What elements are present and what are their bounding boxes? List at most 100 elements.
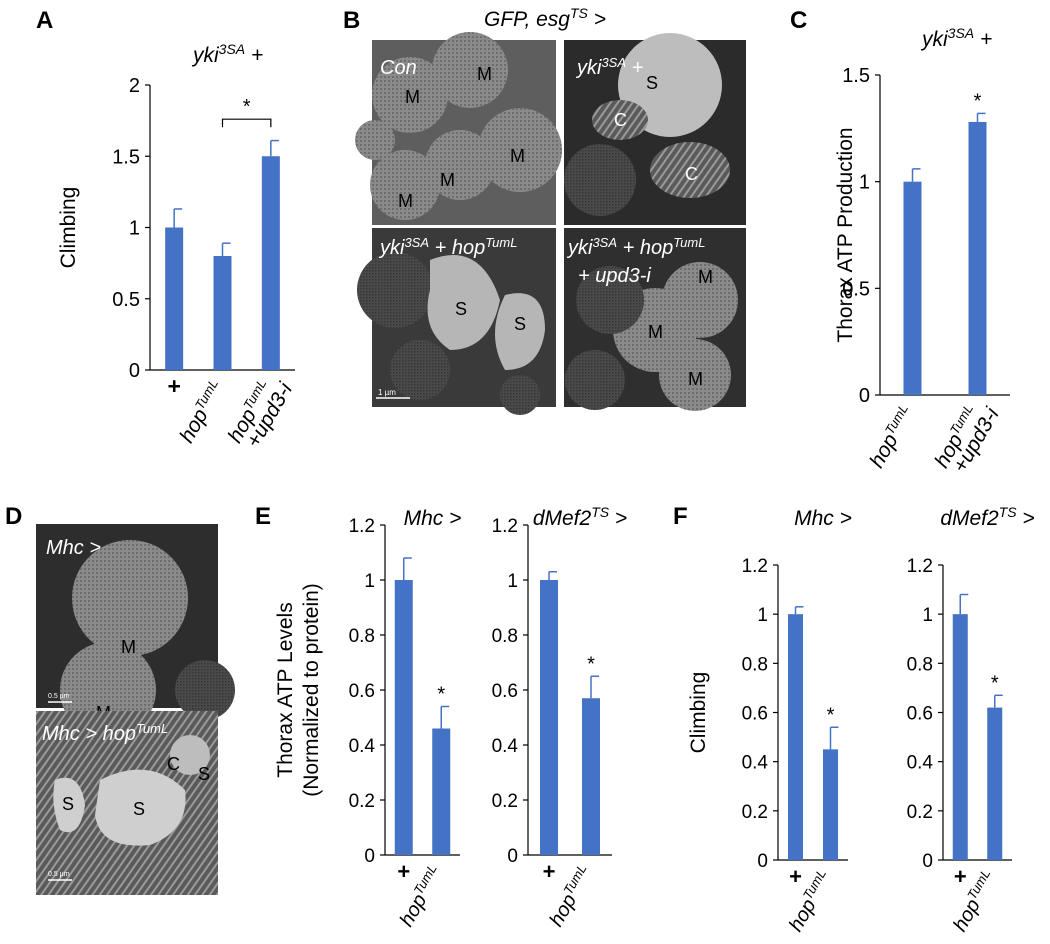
y-tick-label: 1 [364,571,375,592]
panel-a-header: yki3SA + [191,41,263,67]
y-tick-label: 0.5 [842,278,870,300]
bar [213,256,232,370]
significance-star: * [974,90,982,112]
x-tick-label: hopTumL [864,401,919,472]
bar [165,227,184,370]
x-tick-label: + [397,859,410,884]
y-tick-label: 1.2 [907,556,933,577]
svg-text:M: M [398,191,413,211]
x-tick-label: + [167,373,180,399]
y-axis-label: Thorax ATP Levels [274,602,297,777]
svg-text:M: M [440,170,455,190]
svg-text:M: M [121,637,136,657]
em-label-mhc: Mhc > [46,537,101,559]
panel-letter-d: D [5,503,22,530]
y-tick-label: 0 [507,846,518,867]
y-tick-label: 0.6 [742,704,768,725]
svg-text:S: S [62,794,74,814]
em-label-yki3sa-hoptuml-upd3i-line2: + upd3-i [578,265,651,287]
y-tick-label: 0.4 [349,736,376,757]
x-tick-label: hopTumL [174,376,229,447]
bar [952,614,968,860]
em-label-con: Con [380,57,417,79]
svg-text:S: S [646,73,658,93]
em-image-mhc: Mhc > M M 0.5 µm [36,524,235,738]
y-axis-label: (Normalized to protein) [300,583,323,797]
y-tick-label: 1 [922,605,933,626]
bar [261,156,280,370]
y-tick-label: 0 [129,360,140,382]
y-tick-label: 0.2 [742,802,768,823]
svg-text:S: S [133,799,145,819]
em-image-con: Con M M M M M [355,32,562,225]
panel-c-header: yki3SA + [920,25,992,51]
panel-letter-a: A [36,7,53,34]
y-tick-label: 0.8 [742,654,768,675]
scalebar-label: 0.5 µm [48,693,70,700]
y-tick-label: 0 [922,851,933,872]
svg-text:C: C [167,754,180,774]
svg-text:M: M [648,322,663,342]
chart-title: dMef2TS > [533,504,627,530]
bar [968,121,987,395]
y-tick-label: 0.8 [349,626,375,647]
y-tick-label: 1.5 [112,146,140,168]
y-tick-label: 0 [364,846,375,867]
y-tick-label: 0.6 [492,681,518,702]
y-tick-label: 1.5 [842,65,870,87]
y-tick-label: 0.5 [112,289,140,311]
chart-title: dMef2TS > [940,504,1034,530]
y-tick-label: 1 [859,172,870,194]
bar [540,580,558,855]
significance-star: * [437,684,445,706]
svg-text:S: S [198,764,210,784]
y-tick-label: 0 [757,851,768,872]
svg-text:S: S [455,299,467,319]
y-tick-label: 1.2 [492,516,518,537]
y-tick-label: 1.2 [742,556,768,577]
bar [903,181,922,395]
y-tick-label: 0.6 [349,681,375,702]
svg-text:M: M [698,267,713,287]
bar [987,707,1003,860]
scalebar-label: 0.5 µm [48,871,70,878]
svg-text:C: C [685,164,698,184]
panel-letter-c: C [790,7,807,34]
y-axis-label: Climbing [57,187,80,269]
y-tick-label: 0.2 [349,791,375,812]
panel-letter-e: E [255,503,271,530]
x-tick-label: + [543,859,556,884]
svg-text:C: C [614,110,627,130]
bar [582,698,600,855]
y-tick-label: 1 [507,571,518,592]
significance-bracket [221,118,272,128]
em-image-yki3sa-hoptuml: yki3SA + hopTumL S S 1 µm [357,228,556,415]
svg-text:M: M [510,146,525,166]
y-axis-label: Climbing [687,672,710,754]
x-tick-label: + [789,864,802,889]
panel-letter-b: B [343,7,360,34]
y-tick-label: 0.4 [907,753,934,774]
y-tick-label: 0.8 [492,626,518,647]
y-tick-label: 0.2 [907,802,933,823]
significance-star: * [243,96,251,118]
panel-letter-f: F [673,503,688,530]
svg-text:M: M [688,369,703,389]
y-tick-label: 0.4 [742,753,769,774]
y-tick-label: 0.4 [492,736,519,757]
svg-text:S: S [514,314,526,334]
y-axis-label: Thorax ATP Production [834,127,857,342]
panel-b-header: GFP, esgTS > [484,5,606,31]
y-tick-label: 0.6 [907,704,933,725]
significance-star: * [587,653,595,675]
y-tick-label: 1 [757,605,768,626]
significance-star: * [827,704,835,726]
svg-text:M: M [405,87,420,107]
